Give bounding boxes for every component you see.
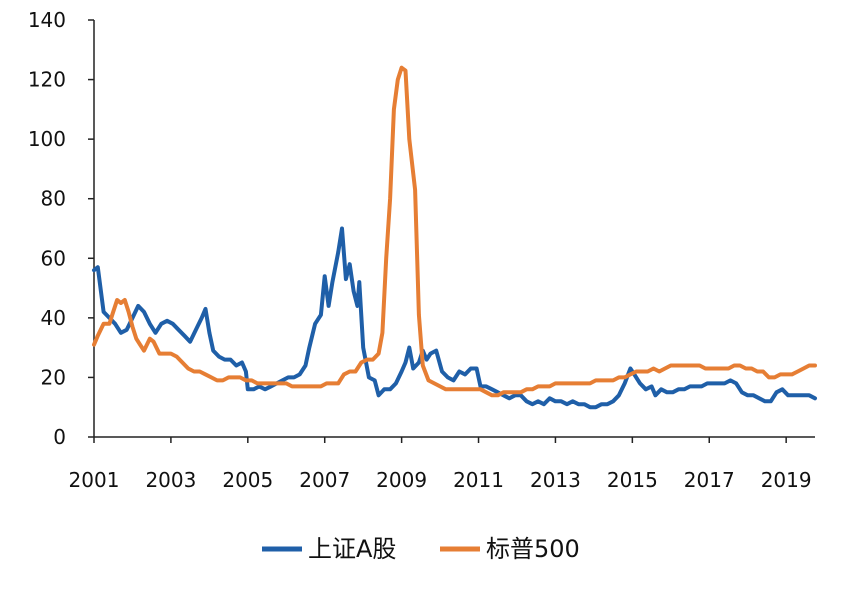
series-line-sp500 — [92, 65, 817, 398]
x-tick-label: 2001 — [69, 468, 120, 492]
x-tick-label: 2007 — [299, 468, 350, 492]
y-tick-label: 100 — [28, 127, 66, 151]
y-tick-label: 140 — [28, 8, 66, 32]
y-tick-label: 40 — [41, 306, 66, 330]
series-line-shanghai-a — [92, 226, 817, 410]
y-tick-label: 20 — [41, 365, 66, 389]
x-tick-label: 2011 — [453, 468, 504, 492]
x-tick-label: 2019 — [761, 468, 812, 492]
y-axis-ticks: 0 20 40 60 80 100 120 140 — [28, 8, 94, 449]
legend-label-shanghai-a: 上证A股 — [308, 535, 396, 563]
legend: 上证A股 标普500 — [262, 535, 580, 563]
x-tick-label: 2005 — [222, 468, 273, 492]
y-tick-label: 80 — [41, 187, 66, 211]
series-layer — [92, 65, 817, 410]
x-axis-ticks: 2001 2003 2005 2007 2009 2011 2013 2015 2017 2019 — [69, 437, 812, 492]
x-tick-label: 2015 — [607, 468, 658, 492]
legend-label-sp500: 标普500 — [486, 535, 580, 563]
axes — [93, 20, 815, 438]
y-tick-label: 60 — [41, 246, 66, 270]
x-tick-label: 2013 — [530, 468, 581, 492]
y-tick-label: 120 — [28, 68, 66, 92]
x-tick-label: 2017 — [684, 468, 735, 492]
x-tick-label: 2009 — [376, 468, 427, 492]
x-tick-label: 2003 — [145, 468, 196, 492]
y-tick-label: 0 — [53, 425, 66, 449]
